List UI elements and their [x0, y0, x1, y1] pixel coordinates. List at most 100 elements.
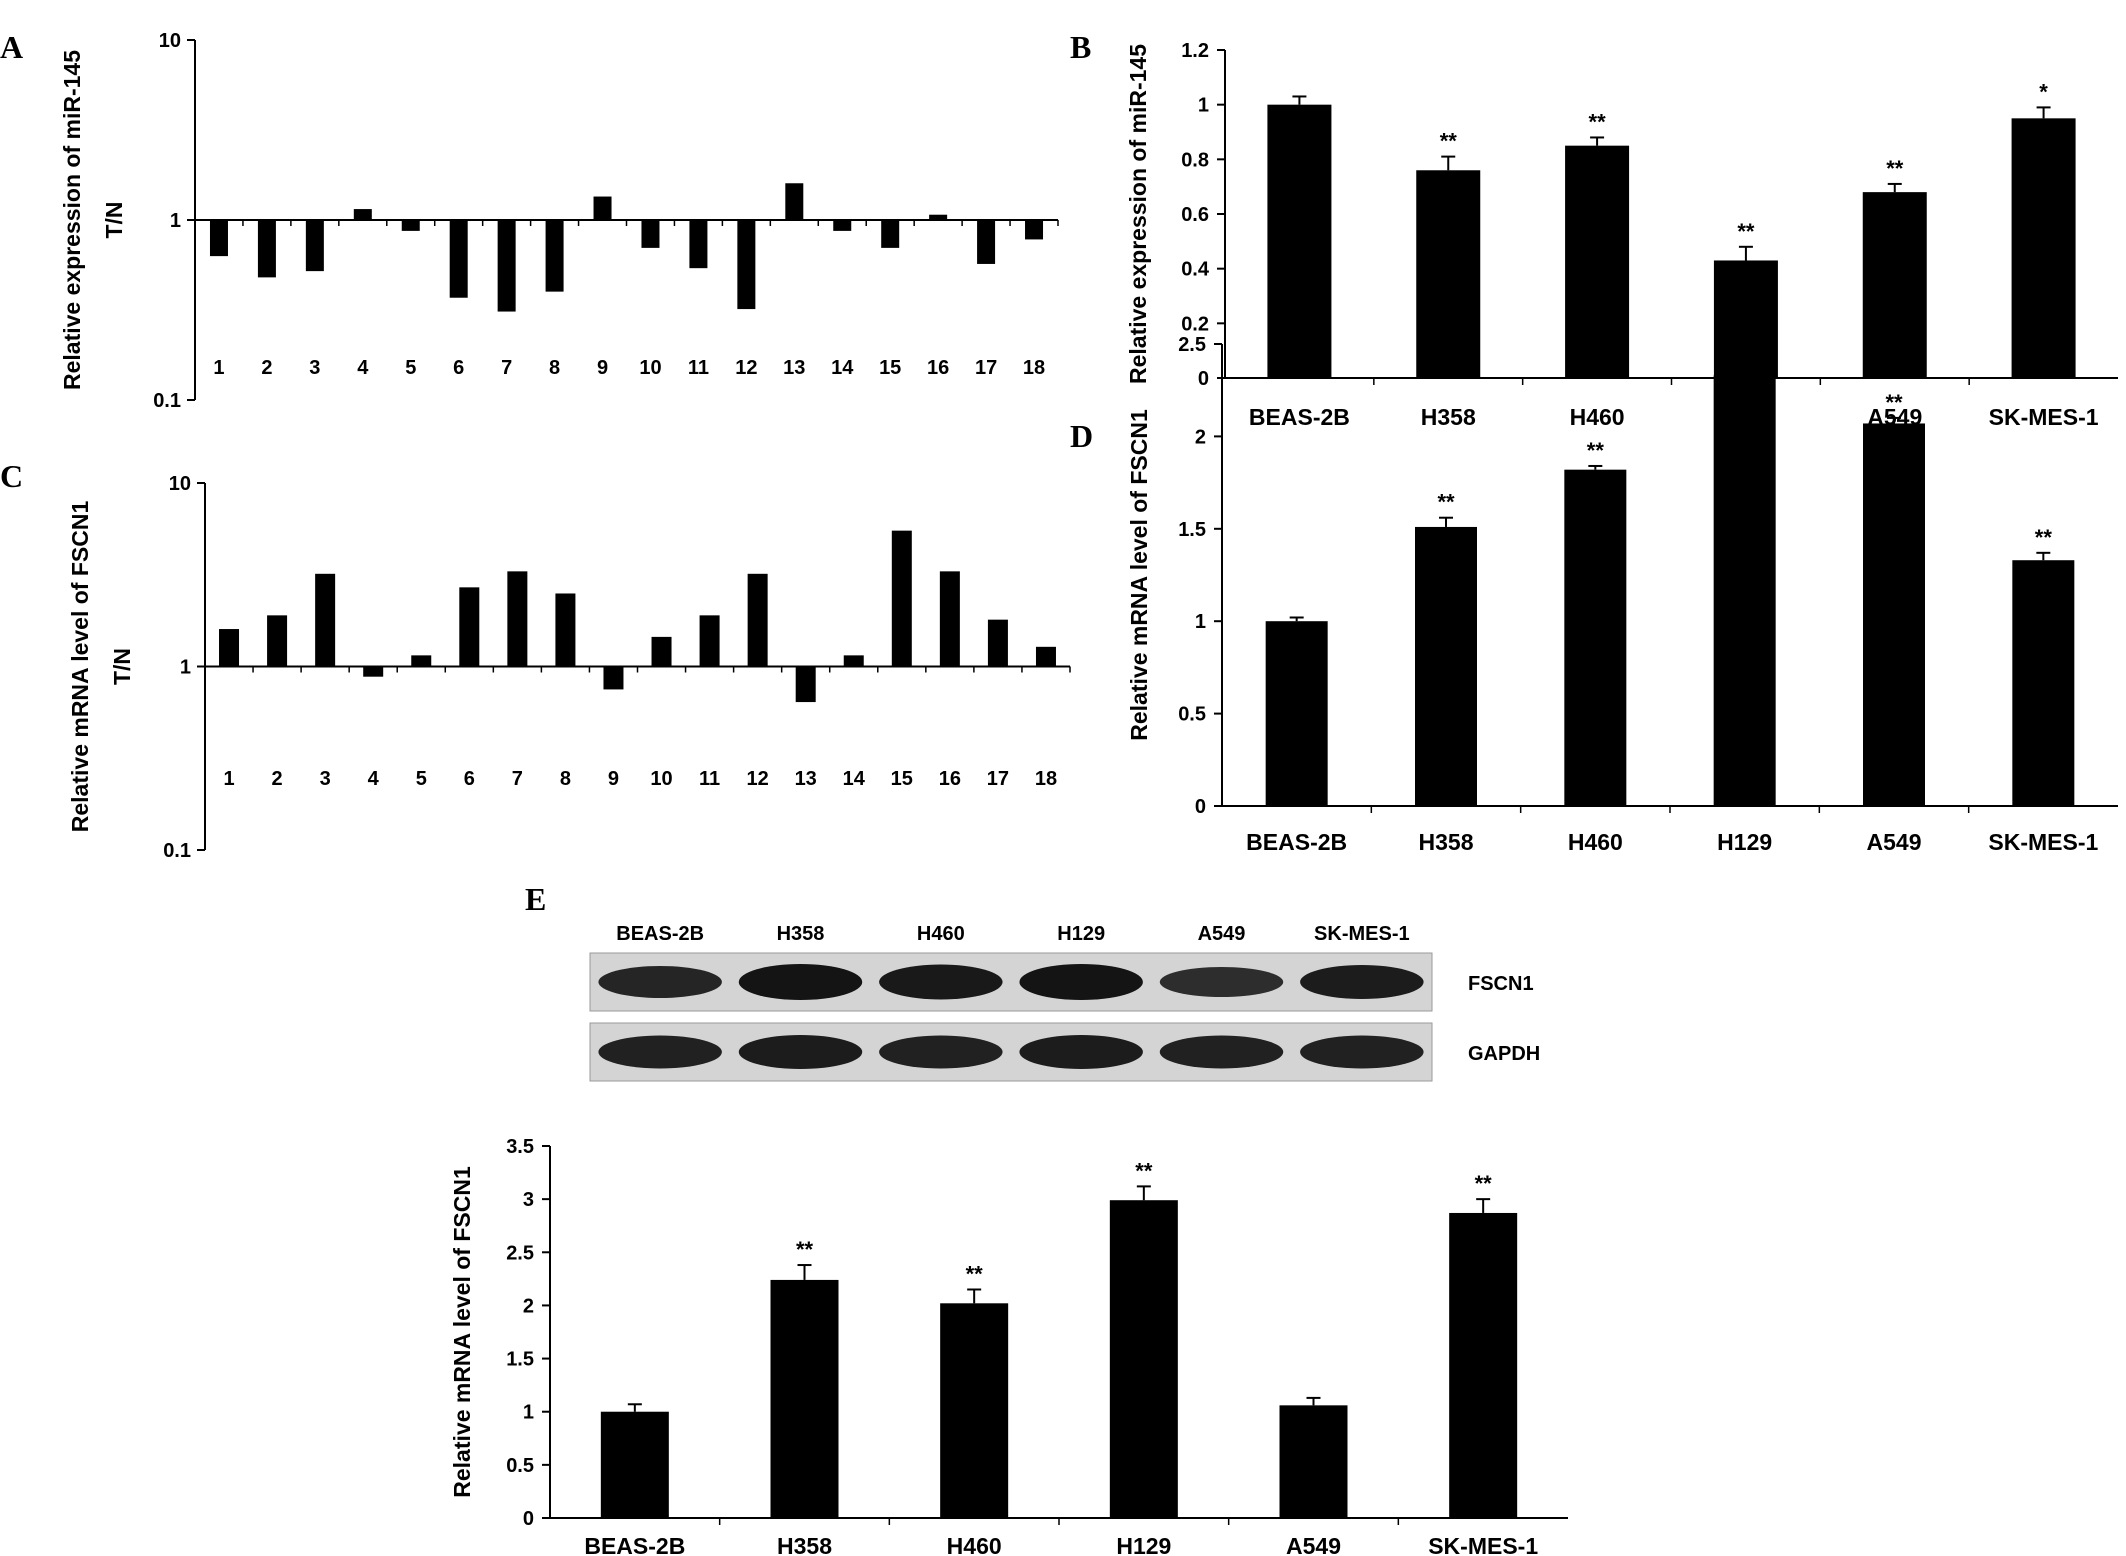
- western-blot: BEAS-2B H358 H460 H129 A549 SK-MES-1 FSCN1 GAPD…: [589, 923, 1540, 1082]
- blot-row-label: GAPDH: [1468, 1043, 1540, 1065]
- y-axis-label: Relative expression of miR-145: [1125, 44, 1151, 384]
- category-label: 17: [975, 357, 997, 379]
- y-tick-label: 0.8: [1181, 149, 1209, 171]
- y-tick-label: 1: [170, 210, 181, 232]
- category-label: 11: [699, 768, 720, 790]
- y-tick-label: 0: [1198, 368, 1209, 390]
- category-label: 13: [795, 768, 817, 790]
- category-label: BEAS-2B: [1246, 829, 1347, 855]
- category-label: 18: [1023, 357, 1045, 379]
- bar: [1564, 469, 1627, 806]
- category-label: 2: [261, 357, 272, 379]
- blot-membrane: [589, 952, 1433, 1012]
- significance-marker: **: [966, 1261, 984, 1286]
- category-label: 8: [560, 768, 571, 790]
- y-tick-label: 0.5: [1178, 704, 1206, 726]
- category-label: 12: [735, 357, 757, 379]
- significance-marker: **: [1736, 340, 1754, 365]
- blot-lane-label: H460: [917, 923, 965, 945]
- category-label: BEAS-2B: [1249, 404, 1350, 430]
- bar: [555, 593, 576, 667]
- category-label: 9: [608, 768, 619, 790]
- category-label: SK-MES-1: [1428, 1533, 1538, 1556]
- y-axis-label: Relative mRNA level of FSCN1: [1126, 409, 1152, 741]
- bar: [977, 220, 996, 264]
- panel-letter-b: B: [1070, 29, 1091, 65]
- significance-marker: **: [1440, 129, 1458, 154]
- y-tick-label: 0: [1195, 796, 1206, 818]
- bar: [1109, 1200, 1178, 1518]
- blot-band: [738, 964, 863, 1000]
- significance-marker: **: [1437, 490, 1455, 515]
- significance-marker: *: [2039, 79, 2048, 104]
- bar: [411, 655, 432, 667]
- bar: [641, 220, 660, 248]
- blot-band: [738, 1035, 863, 1069]
- y-tick-label: 2: [523, 1295, 534, 1317]
- blot-band: [1300, 1035, 1424, 1069]
- bar: [737, 220, 756, 310]
- bar: [1449, 1212, 1518, 1518]
- category-label: 7: [501, 357, 512, 379]
- bar: [891, 530, 912, 667]
- category-label: 6: [453, 357, 464, 379]
- category-label: 10: [639, 357, 661, 379]
- chart-b-mir145-cell-lines: 00.20.40.60.811.2BEAS-2B**H358**H460**H1…: [1125, 40, 2118, 430]
- y-tick-label: 2.5: [506, 1242, 534, 1264]
- bar: [603, 666, 624, 690]
- category-label: 3: [320, 768, 331, 790]
- blot-lane-label: H129: [1057, 923, 1105, 945]
- y-tick-label: 0.5: [506, 1455, 534, 1477]
- bar: [593, 196, 612, 220]
- bar: [1279, 1405, 1348, 1518]
- category-label: H460: [947, 1533, 1002, 1556]
- category-label: 9: [597, 357, 608, 379]
- category-label: H460: [1570, 404, 1625, 430]
- bar: [2011, 118, 2076, 378]
- bar: [833, 220, 852, 231]
- category-label: 13: [783, 357, 805, 379]
- blot-band: [879, 964, 1003, 1000]
- y-tick-label: 10: [159, 30, 181, 52]
- y-tick-label: 1.5: [506, 1349, 534, 1371]
- significance-marker: **: [1885, 390, 1903, 415]
- y-tick-label: 0.6: [1181, 204, 1209, 226]
- bar: [600, 1411, 669, 1518]
- category-label: SK-MES-1: [1989, 404, 2099, 430]
- category-label: H129: [1717, 829, 1772, 855]
- y-tick-label: 1.2: [1181, 40, 1209, 62]
- bar: [1025, 220, 1044, 240]
- category-label: 15: [891, 768, 913, 790]
- bar: [770, 1279, 839, 1518]
- bar: [747, 573, 768, 667]
- category-label: 16: [939, 768, 961, 790]
- category-label: 16: [927, 357, 949, 379]
- significance-marker: **: [1886, 156, 1904, 181]
- bar: [267, 615, 288, 667]
- significance-marker: **: [1475, 1171, 1493, 1196]
- y-tick-label: 1: [180, 657, 191, 679]
- category-label: H358: [777, 1533, 832, 1556]
- bar: [1863, 423, 1925, 806]
- bar: [2012, 560, 2075, 806]
- panel-letter-e: E: [525, 881, 546, 917]
- y-axis-sublabel: T/N: [101, 201, 127, 238]
- panel-letter-a: A: [0, 29, 23, 65]
- bar: [785, 183, 804, 220]
- blot-membrane: [589, 1022, 1433, 1082]
- y-tick-label: 1: [1195, 611, 1206, 633]
- y-axis-label: Relative mRNA level of FSCN1: [67, 501, 93, 833]
- category-label: 2: [272, 768, 283, 790]
- category-label: 14: [843, 768, 866, 790]
- blot-band: [1300, 965, 1424, 999]
- bar: [1565, 145, 1630, 378]
- bar: [459, 587, 480, 667]
- bar: [1035, 646, 1056, 667]
- bar: [1713, 260, 1778, 378]
- category-label: 1: [223, 768, 234, 790]
- category-label: 4: [357, 357, 369, 379]
- category-label: 5: [416, 768, 427, 790]
- category-label: 10: [650, 768, 672, 790]
